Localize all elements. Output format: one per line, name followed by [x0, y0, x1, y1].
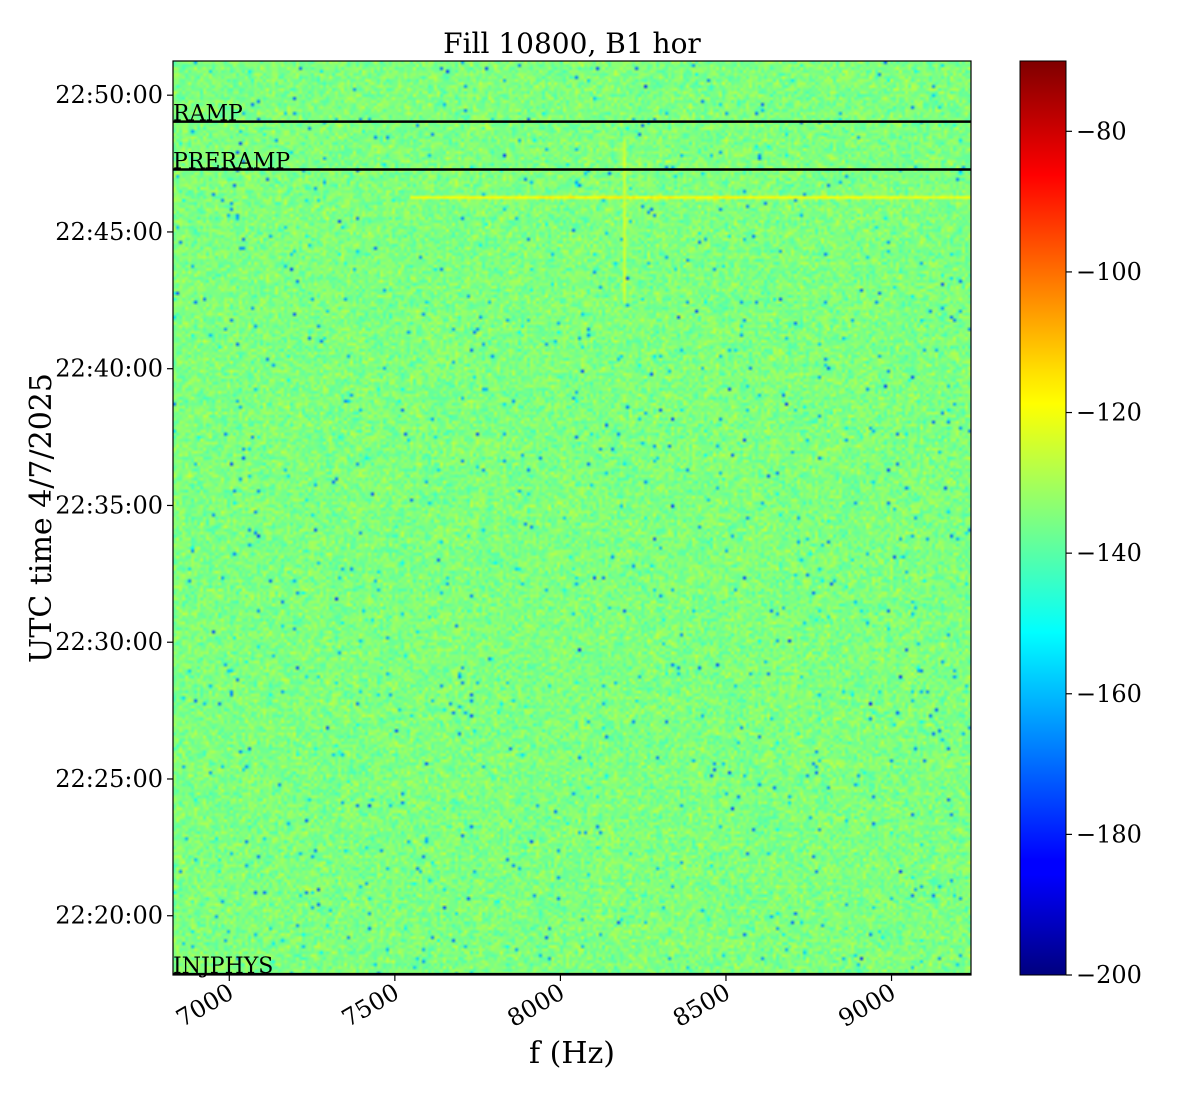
y-tick-label: 22:45:00 — [55, 218, 163, 246]
x-axis-ticks: 7000 7500 8000 8500 9000 — [171, 975, 901, 1033]
event-label-injphys: INJPHYS — [173, 954, 273, 979]
event-label-ramp: RAMP — [173, 102, 243, 127]
plot-area — [173, 61, 971, 975]
y-axis-label: UTC time 4/7/2025 — [24, 373, 59, 663]
colorbar-tick-label: −100 — [1076, 258, 1142, 286]
x-tick-label: 7000 — [171, 978, 238, 1033]
colorbar-tick-label: −80 — [1076, 117, 1127, 145]
colorbar-tick-label: −140 — [1076, 539, 1142, 567]
y-axis-ticks: 22:20:00 22:25:00 22:30:00 22:35:00 22:40:00… — [55, 81, 173, 930]
y-tick-label: 22:50:00 — [55, 81, 163, 109]
colorbar-tick-label: −160 — [1076, 680, 1142, 708]
plot-frame — [172, 60, 972, 976]
colorbar-tick-label: −120 — [1076, 399, 1142, 427]
y-tick-label: 22:30:00 — [55, 628, 163, 656]
x-axis-label: f (Hz) — [529, 1036, 615, 1071]
x-tick-label: 8500 — [668, 978, 735, 1033]
colorbar-tick-label: −200 — [1076, 961, 1142, 989]
chart-title: Fill 10800, B1 hor — [443, 27, 701, 60]
colorbar-tick-label: −180 — [1076, 820, 1142, 848]
y-tick-label: 22:40:00 — [55, 355, 163, 383]
colorbar-ticks: −80 −100 −120 −140 −160 −180 −200 — [1066, 117, 1142, 989]
event-label-preramp: PRERAMP — [173, 149, 290, 174]
y-tick-label: 22:35:00 — [55, 491, 163, 519]
spectrogram-heatmap — [173, 61, 971, 975]
x-tick-label: 7500 — [337, 978, 404, 1033]
event-labels: RAMP PRERAMP INJPHYS — [173, 102, 290, 979]
y-tick-label: 22:20:00 — [55, 902, 163, 930]
colorbar — [1019, 60, 1067, 976]
x-tick-label: 9000 — [834, 978, 901, 1033]
y-tick-label: 22:25:00 — [55, 765, 163, 793]
x-tick-label: 8000 — [503, 978, 570, 1033]
event-lines — [173, 120, 971, 975]
